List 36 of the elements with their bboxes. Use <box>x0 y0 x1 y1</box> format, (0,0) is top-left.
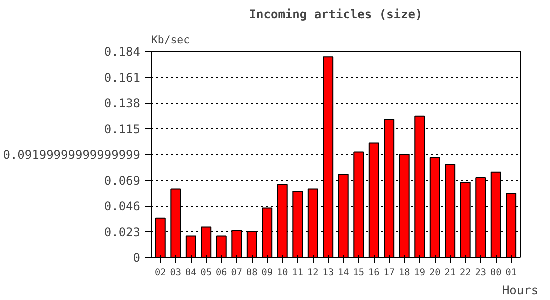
y-tick-label: 0.161 <box>104 70 140 85</box>
y-tick-label: 0.023 <box>104 225 140 240</box>
x-tick-label: 04 <box>186 268 198 278</box>
x-tick-label: 18 <box>399 268 411 278</box>
x-tick-label: 08 <box>246 268 258 278</box>
x-tick-label: 23 <box>475 268 486 278</box>
x-tick-label: 09 <box>262 268 274 278</box>
x-tick-label: 13 <box>322 268 334 278</box>
x-tick-label: 12 <box>308 268 319 278</box>
x-tick-label: 05 <box>200 268 212 278</box>
x-tick-label: 19 <box>414 268 426 278</box>
y-tick-label: 0.138 <box>104 96 140 110</box>
x-tick-label: 11 <box>292 268 304 278</box>
x-tick-label: 01 <box>506 268 517 278</box>
x-tick-label: 10 <box>277 268 289 278</box>
y-tick-label: 0.115 <box>104 122 140 136</box>
y-tick-label: 0 <box>133 251 141 265</box>
x-tick-label: 22 <box>460 268 472 278</box>
x-tick-label: 07 <box>231 268 243 278</box>
y-axis-title: Kb/sec <box>152 34 190 46</box>
x-tick-label: 20 <box>429 268 442 278</box>
x-tick-label: 02 <box>155 268 166 278</box>
y-tick-label: 0.09199999999999999 <box>3 148 141 162</box>
x-tick-label: 21 <box>444 268 456 278</box>
chart-title: Incoming articles (size) <box>249 8 423 22</box>
x-tick-label: 06 <box>216 268 228 278</box>
x-tick-label: 17 <box>384 268 395 278</box>
x-tick-label: 15 <box>353 268 364 278</box>
x-axis-title: Hours <box>502 284 539 298</box>
x-tick-label: 16 <box>368 268 380 278</box>
y-tick-label: 0.069 <box>104 174 140 188</box>
x-tick-label: 03 <box>170 268 182 278</box>
y-tick-label: 0.046 <box>104 200 140 214</box>
x-tick-label: 00 <box>490 268 502 278</box>
x-tick-label: 14 <box>338 268 350 278</box>
y-tick-label: 0.184 <box>104 45 140 59</box>
